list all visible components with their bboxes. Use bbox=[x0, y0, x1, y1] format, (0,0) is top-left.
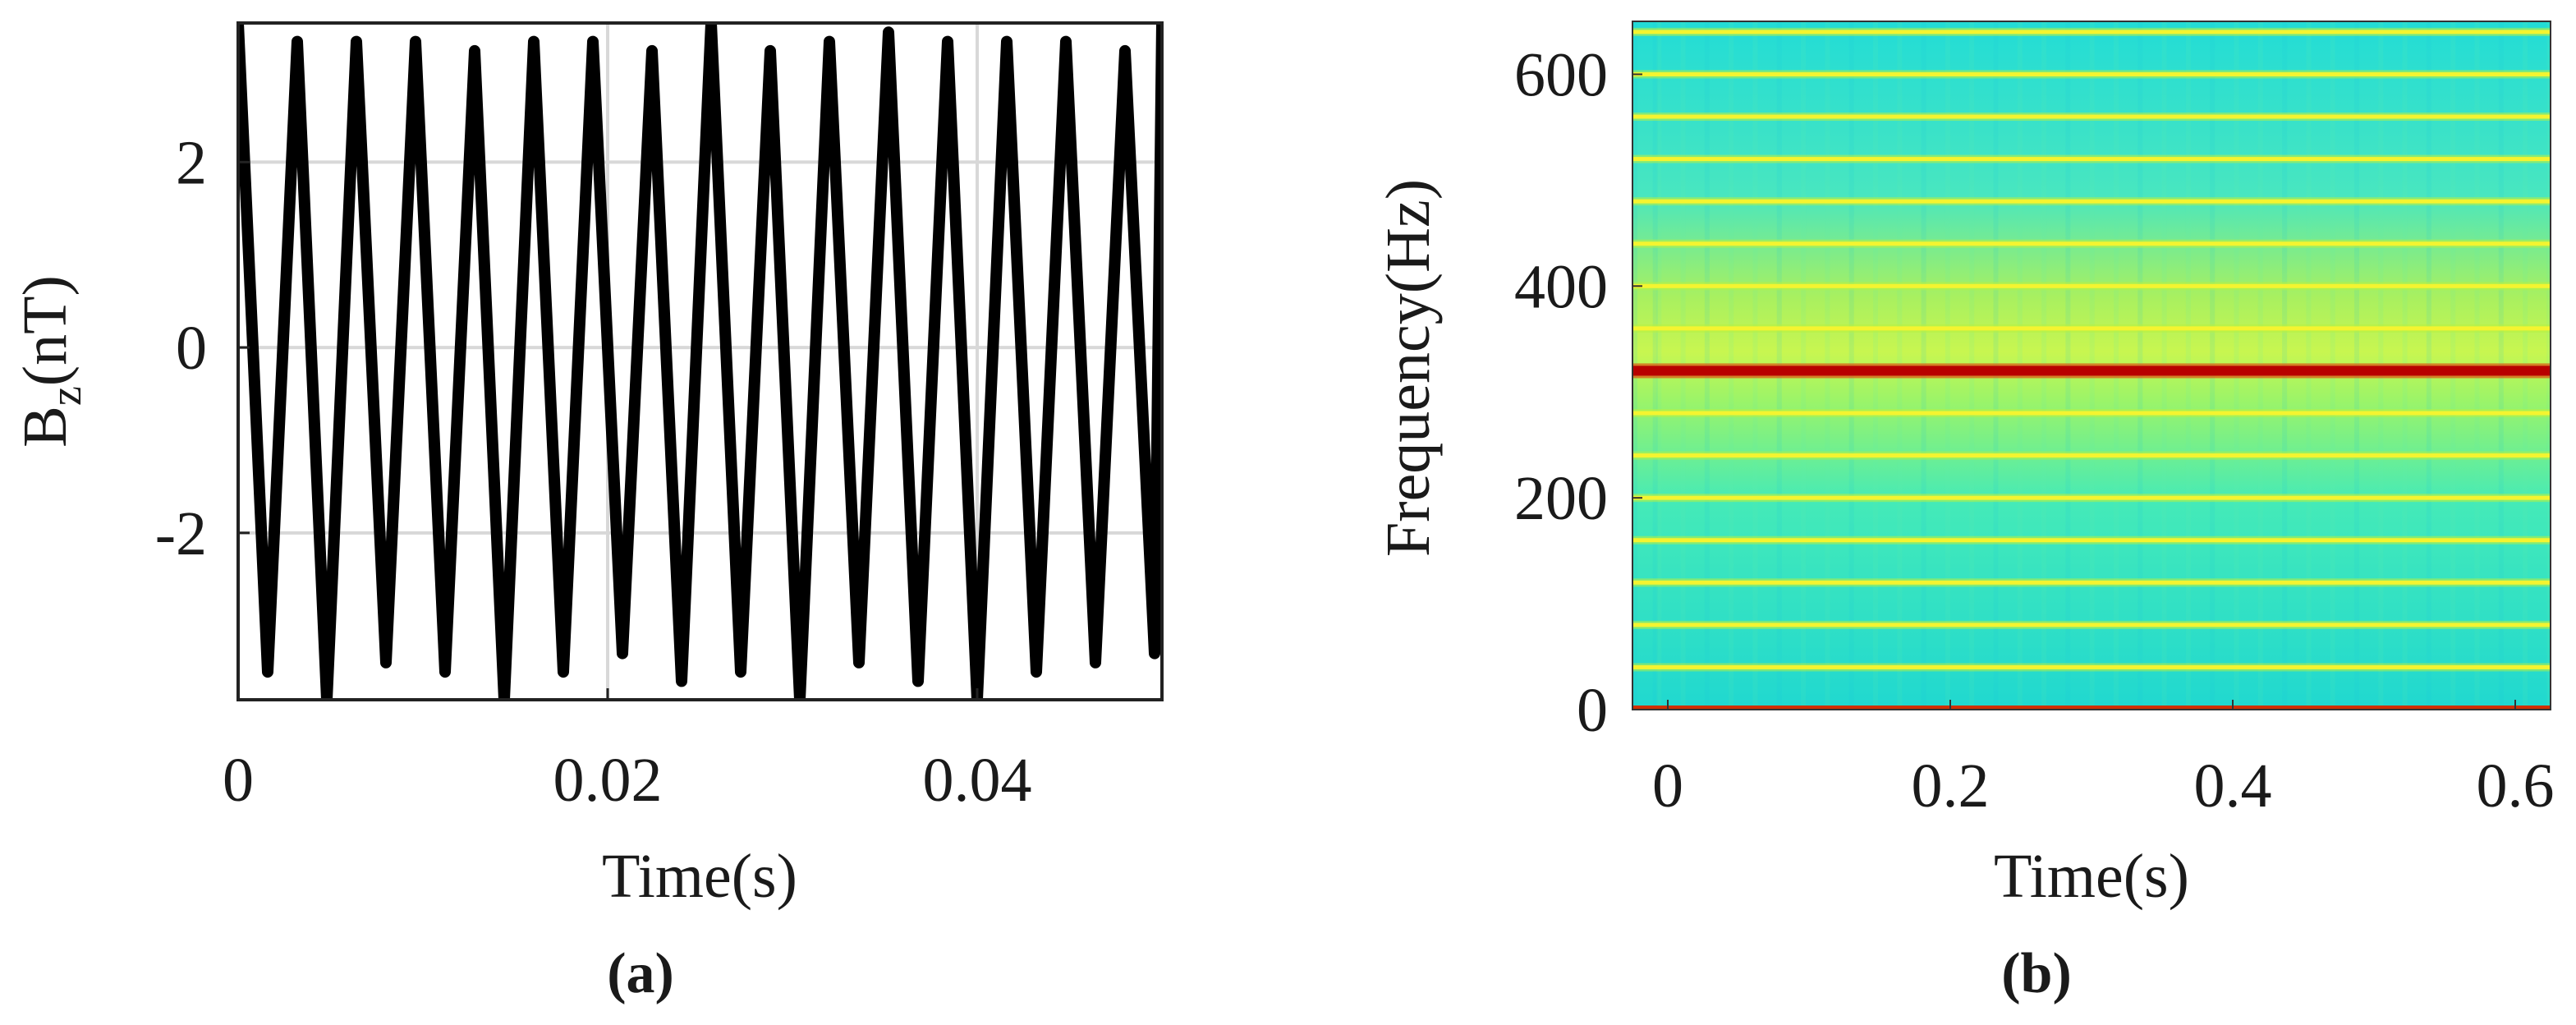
peak-band bbox=[1632, 365, 2551, 376]
chart-b-x-ticks: 0 0.2 0.4 0.6 bbox=[1652, 700, 2555, 820]
chart-a: 0 0.02 0.04 -2 0 2 Time(s) Bz(nT) (a) bbox=[11, 21, 1164, 1005]
chart-a-y-axis-label: Bz(nT) bbox=[11, 275, 90, 448]
chart-a-y-tick-label: 0 bbox=[176, 314, 207, 383]
harmonic-band bbox=[1632, 580, 2551, 585]
chart-a-x-tick-label: 0.02 bbox=[553, 746, 663, 815]
chart-a-y-ticks: -2 0 2 bbox=[155, 128, 250, 568]
chart-a-y-axis-label-main: B bbox=[11, 406, 80, 448]
harmonic-band bbox=[1632, 664, 2551, 669]
harmonic-band bbox=[1632, 495, 2551, 500]
harmonic-band bbox=[1632, 157, 2551, 162]
chart-b-x-axis-label: Time(s) bbox=[1994, 842, 2189, 911]
bz-series-line bbox=[238, 23, 1162, 700]
chart-b-x-tick-label: 0.4 bbox=[2194, 752, 2272, 820]
chart-b-y-axis-label: Frequency(Hz) bbox=[1374, 179, 1443, 557]
chart-a-y-axis-label-unit: (nT) bbox=[11, 275, 80, 386]
chart-a-panel-label: (a) bbox=[607, 942, 674, 1005]
chart-a-x-ticks: 0 0.02 0.04 bbox=[223, 688, 1032, 815]
chart-b-y-tick-label: 600 bbox=[1514, 40, 1608, 109]
chart-a-x-tick-label: 0.04 bbox=[923, 746, 1032, 815]
harmonic-band bbox=[1632, 411, 2551, 416]
chart-a-y-tick-label: -2 bbox=[155, 499, 207, 568]
harmonic-band bbox=[1632, 241, 2551, 246]
chart-a-x-axis-label: Time(s) bbox=[602, 842, 797, 911]
chart-a-y-axis-label-subscript: z bbox=[41, 386, 90, 406]
chart-a-axes-box bbox=[236, 21, 1164, 701]
chart-b-y-tick-label: 200 bbox=[1514, 464, 1608, 533]
chart-b-y-tick-label: 0 bbox=[1577, 676, 1608, 745]
harmonic-band bbox=[1632, 326, 2551, 331]
chart-b: 0 0.2 0.4 0.6 0 200 400 600 Time(s) Frequency(… bbox=[1374, 21, 2555, 1005]
harmonic-band bbox=[1632, 71, 2551, 76]
harmonic-band bbox=[1632, 453, 2551, 458]
chart-b-x-tick-label: 0 bbox=[1652, 752, 1683, 820]
harmonic-band bbox=[1632, 623, 2551, 627]
chart-b-y-tick-label: 400 bbox=[1514, 252, 1608, 321]
chart-a-x-tick-label: 0 bbox=[223, 746, 254, 815]
chart-a-y-tick-label: 2 bbox=[176, 128, 207, 197]
spectrogram-bands bbox=[1632, 27, 2551, 710]
chart-b-axes-box bbox=[1632, 21, 2551, 710]
dc-band bbox=[1632, 706, 2551, 710]
chart-b-y-ticks: 0 200 400 600 bbox=[1514, 40, 1642, 745]
chart-b-panel-label: (b) bbox=[2001, 942, 2072, 1005]
harmonic-band bbox=[1632, 199, 2551, 204]
chart-b-x-tick-label: 0.2 bbox=[1912, 752, 1990, 820]
harmonic-band bbox=[1632, 538, 2551, 543]
harmonic-band bbox=[1632, 114, 2551, 119]
chart-b-x-tick-label: 0.6 bbox=[2477, 752, 2555, 820]
harmonic-band bbox=[1632, 283, 2551, 288]
harmonic-band bbox=[1632, 30, 2551, 34]
